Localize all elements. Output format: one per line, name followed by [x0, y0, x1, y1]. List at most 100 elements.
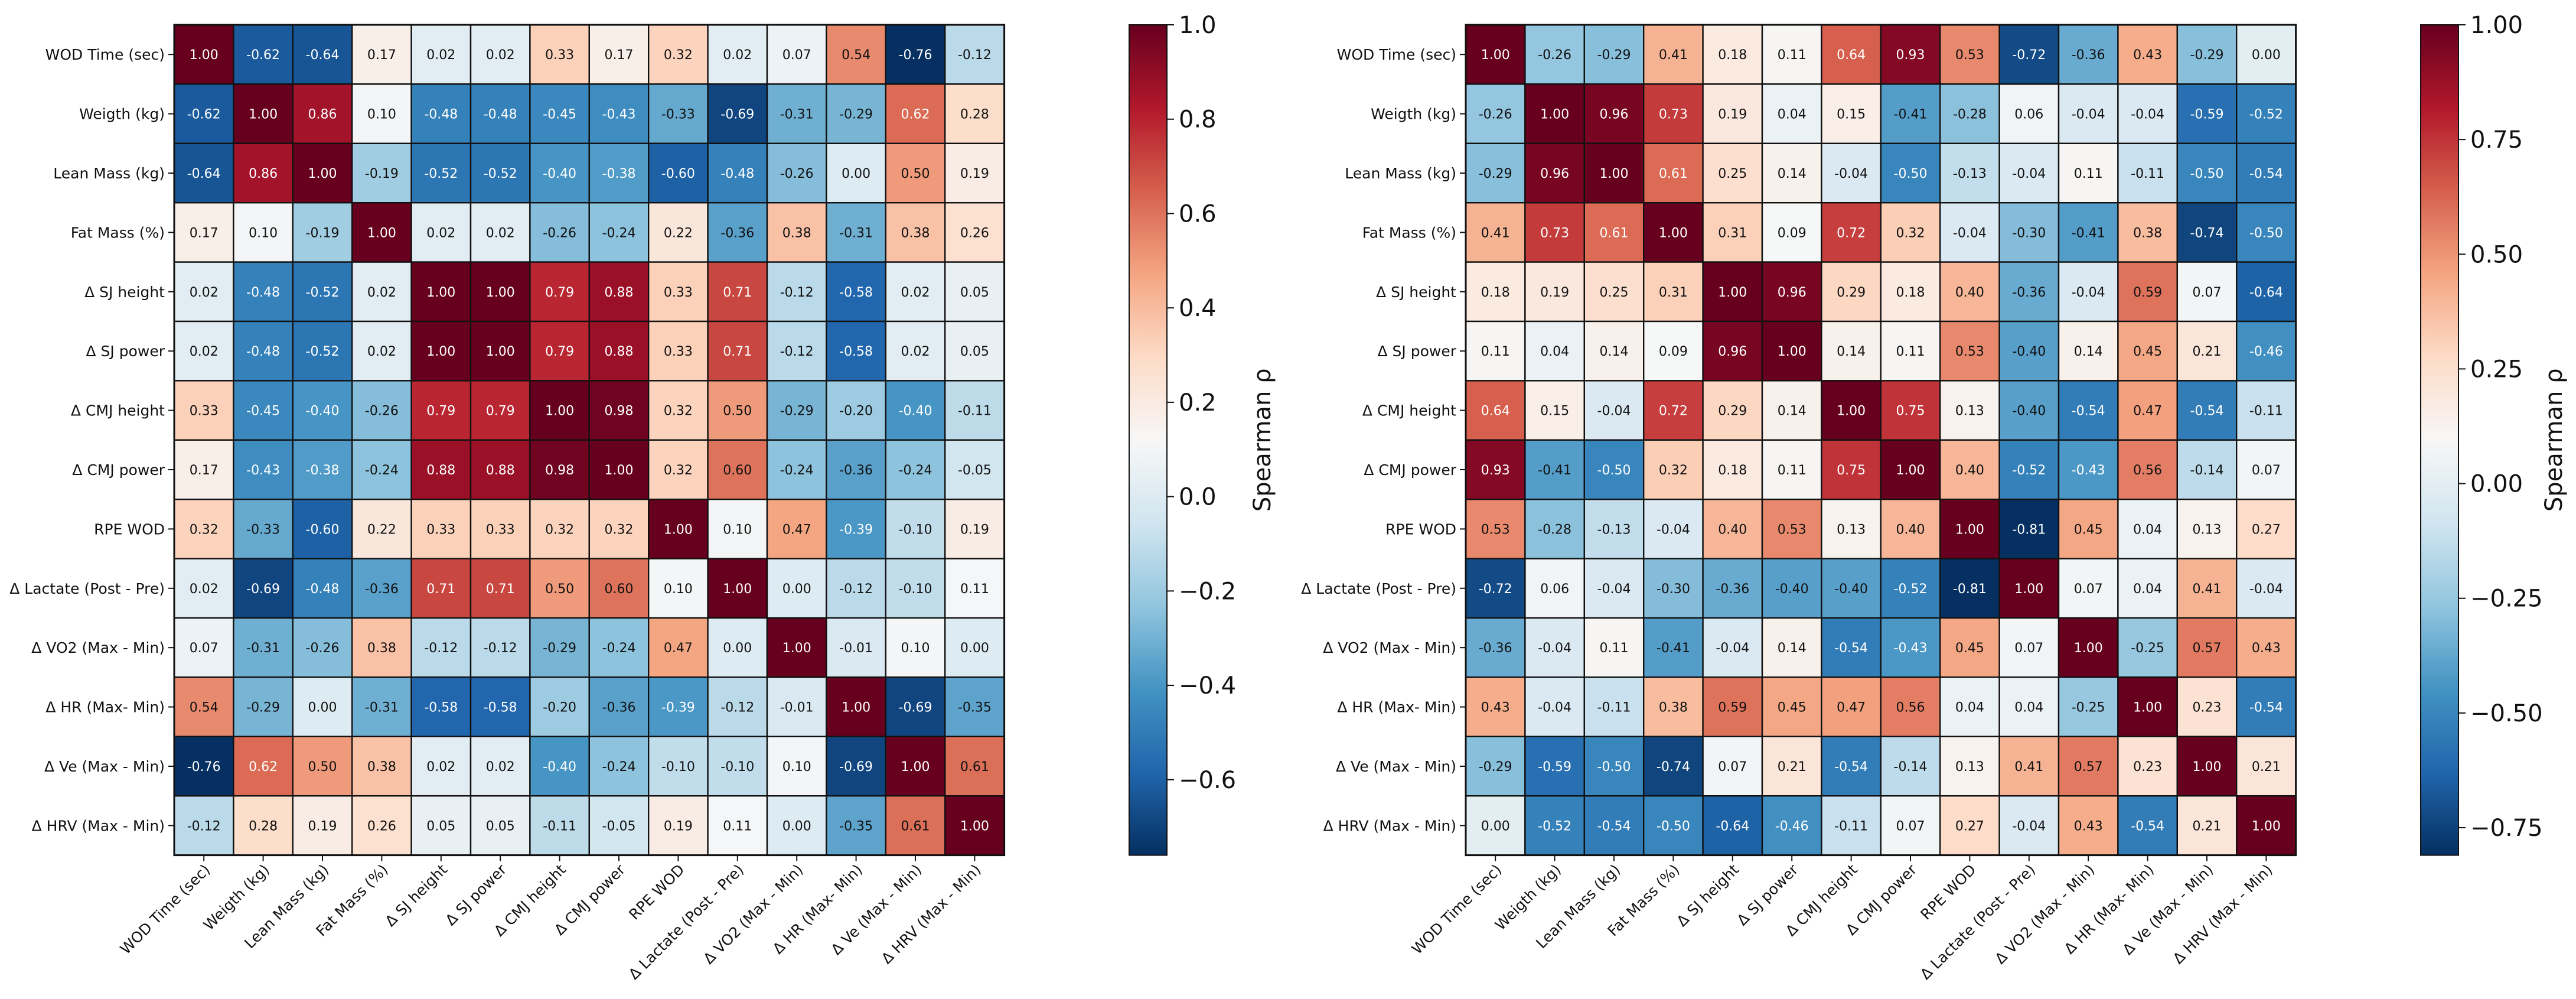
heatmap-cell: [826, 261, 887, 323]
heatmap-cell: [588, 499, 650, 559]
heatmap-cell: [707, 499, 768, 559]
cell-value-label: -0.26: [1479, 108, 1512, 122]
cell-value-label: 0.88: [426, 463, 455, 478]
cell-value-label: -0.69: [720, 108, 754, 122]
cell-value-label: 0.33: [426, 522, 455, 537]
heatmap-cell: [1642, 83, 1704, 144]
cell-value-label: 0.43: [2074, 819, 2103, 834]
cell-value-label: 0.43: [2133, 48, 2162, 63]
cell-value-label: 1.00: [2074, 641, 2103, 656]
cell-value-label: -0.50: [1894, 167, 1928, 181]
cell-value-label: -0.41: [2072, 226, 2105, 240]
heatmap-cell: [766, 499, 827, 559]
y-tick-label: Δ HR (Max- Min): [45, 699, 165, 716]
heatmap-cell: [826, 617, 887, 678]
cell-value-label: 0.22: [367, 522, 396, 537]
cell-value-label: -0.45: [543, 108, 576, 122]
cell-value-label: -0.01: [780, 701, 814, 715]
cell-value-label: 1.00: [1600, 167, 1629, 181]
cell-value-label: 0.64: [1837, 48, 1866, 63]
colorbar-tick-label: 0.00: [2470, 471, 2523, 498]
y-tick-label: Δ Ve (Max - Min): [44, 758, 165, 775]
heatmap-cell: [2235, 261, 2297, 323]
heatmap-cell: [1524, 261, 1585, 323]
heatmap-cell: [885, 202, 946, 263]
y-tick-label: Weigth (kg): [1371, 106, 1456, 123]
cell-value-label: 0.02: [190, 582, 219, 597]
cell-value-label: 0.73: [1659, 108, 1688, 122]
heatmap-cell: [469, 795, 531, 856]
cell-value-label: -0.48: [720, 167, 754, 181]
cell-value-label: 1.00: [1778, 344, 1807, 359]
heatmap-cell: [885, 83, 946, 144]
heatmap-cell: [826, 558, 887, 619]
heatmap-cell: [2117, 795, 2178, 856]
y-tick-label: Fat Mass (%): [71, 224, 165, 241]
heatmap-cell: [1761, 676, 1822, 738]
cell-value-label: 0.98: [605, 404, 634, 419]
cell-value-label: 0.05: [486, 819, 515, 834]
heatmap-cell: [1880, 499, 1941, 559]
cell-value-label: 0.53: [1955, 48, 1984, 63]
cell-value-label: 1.00: [1481, 48, 1510, 63]
cell-value-label: 0.07: [782, 48, 811, 63]
y-tick-label: Δ VO2 (Max - Min): [1323, 639, 1456, 656]
cell-value-label: 0.71: [723, 285, 752, 300]
cell-value-label: -0.40: [306, 404, 340, 419]
cell-value-label: -0.58: [839, 285, 873, 300]
cell-value-label: -0.05: [602, 819, 636, 834]
cell-value-label: 0.11: [1778, 48, 1807, 63]
heatmap-cell: [944, 736, 1005, 797]
cell-value-label: -0.41: [1538, 463, 1571, 478]
cell-value-label: 0.38: [901, 226, 930, 240]
cell-value-label: 1.00: [367, 226, 396, 240]
cell-value-label: -0.35: [839, 819, 873, 834]
cell-value-label: 0.02: [486, 48, 515, 63]
cell-value-label: 0.17: [190, 463, 219, 478]
cell-value-label: 0.14: [2074, 344, 2103, 359]
cell-value-label: 0.40: [1955, 463, 1984, 478]
cell-value-label: 0.96: [1600, 108, 1629, 122]
cell-value-label: 1.00: [308, 167, 337, 181]
heatmap-cell: [292, 83, 353, 144]
cell-value-label: 0.00: [2252, 48, 2281, 63]
cell-value-label: 0.32: [605, 522, 634, 537]
heatmap-cell: [1761, 499, 1822, 559]
cell-value-label: -0.52: [424, 167, 458, 181]
heatmap-cell: [469, 24, 531, 85]
heatmap-cell: [469, 558, 531, 619]
heatmap-cell: [1821, 499, 1882, 559]
heatmap-cell: [1583, 142, 1645, 204]
heatmap-cell: [2057, 261, 2119, 323]
y-tick-label: RPE WOD: [94, 520, 165, 538]
heatmap-cell: [647, 142, 709, 204]
cell-value-label: 0.41: [2193, 582, 2222, 597]
cell-value-label: 1.00: [1540, 108, 1569, 122]
cell-value-label: -0.30: [2012, 226, 2046, 240]
cell-value-label: -0.24: [365, 463, 399, 478]
cell-value-label: -0.72: [2012, 48, 2046, 63]
cell-value-label: 0.18: [1718, 48, 1747, 63]
cell-value-label: 0.18: [1718, 463, 1747, 478]
cell-value-label: 0.11: [1600, 641, 1629, 656]
cell-value-label: 0.86: [249, 167, 278, 181]
heatmap-cell: [1642, 24, 1704, 85]
heatmap-cell: [1524, 736, 1585, 797]
cell-value-label: -0.60: [661, 167, 695, 181]
cell-value-label: 0.32: [664, 463, 693, 478]
heatmap-cell: [1939, 261, 2000, 323]
cell-value-label: -0.52: [1538, 819, 1571, 834]
cell-value-label: 0.79: [486, 404, 515, 419]
heatmap-cell: [885, 558, 946, 619]
cell-value-label: 0.00: [782, 819, 811, 834]
cell-value-label: 0.05: [960, 285, 989, 300]
cell-value-label: 0.21: [2252, 760, 2281, 775]
cell-value-label: -0.50: [2190, 167, 2224, 181]
cell-value-label: -0.20: [543, 701, 576, 715]
colorbar-tick-label: 0.8: [1179, 106, 1217, 134]
cell-value-label: -0.52: [1894, 582, 1928, 597]
cell-value-label: 0.25: [1718, 167, 1747, 181]
cell-value-label: 0.10: [664, 582, 693, 597]
colorbar: [2420, 24, 2459, 856]
heatmap-cell: [766, 795, 827, 856]
